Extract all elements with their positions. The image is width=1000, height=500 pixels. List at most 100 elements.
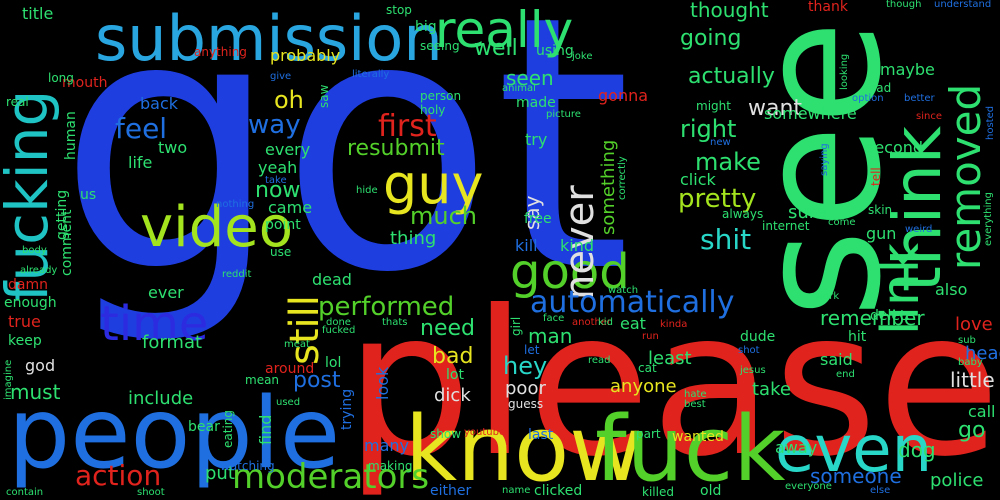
word: bear: [188, 419, 220, 435]
word: correctly: [617, 156, 628, 200]
word: first: [378, 109, 437, 144]
word: pretty: [678, 184, 757, 214]
word: might: [696, 99, 731, 113]
word: nothing: [216, 199, 255, 210]
word: god: [25, 356, 56, 375]
word: come: [828, 217, 856, 228]
word: hate: [684, 389, 707, 400]
word: done: [326, 317, 351, 328]
word: someone: [810, 464, 902, 488]
word: delete: [870, 308, 915, 324]
word: seen: [506, 66, 554, 90]
word: second: [866, 138, 924, 157]
word: youtube: [464, 427, 506, 438]
word: least: [648, 348, 692, 369]
word: shoot: [137, 487, 165, 498]
word: bad: [432, 344, 474, 369]
word: dog: [898, 438, 936, 462]
word: need: [420, 316, 475, 341]
word: else: [870, 485, 891, 496]
word: true: [8, 312, 41, 331]
word: made: [516, 95, 556, 111]
word: thought: [690, 0, 769, 22]
word: little: [950, 368, 995, 392]
word: two: [158, 138, 188, 157]
word: take: [752, 379, 791, 400]
word: kinda: [660, 319, 688, 330]
word: every: [265, 140, 311, 159]
word: click: [680, 170, 716, 189]
word: damn: [8, 277, 48, 293]
word: face: [543, 313, 565, 324]
word: much: [410, 202, 477, 230]
word: ever: [148, 283, 184, 302]
word: lol: [325, 355, 342, 371]
word: already: [20, 265, 58, 276]
word: feel: [115, 112, 168, 145]
word: joke: [572, 51, 593, 62]
word: though: [886, 0, 922, 10]
word: show: [430, 427, 462, 441]
word: give: [270, 71, 292, 82]
word: eating: [221, 410, 235, 448]
word: understand: [934, 0, 992, 10]
word: eat: [620, 314, 646, 333]
word: police: [930, 470, 984, 491]
word: really: [435, 1, 574, 59]
word: literally: [352, 69, 390, 80]
word: back: [140, 94, 179, 113]
word: right: [680, 115, 737, 143]
word: guess: [508, 397, 544, 411]
word: skin: [868, 203, 893, 217]
word: thing: [390, 228, 437, 249]
word: making: [368, 459, 413, 473]
word: good: [510, 244, 630, 300]
word: looking: [839, 53, 850, 90]
word: put: [205, 463, 235, 484]
word: away: [775, 438, 818, 457]
word: kill: [515, 236, 538, 255]
word: since: [916, 111, 942, 122]
word: mouth: [62, 75, 108, 91]
word: everything: [983, 192, 994, 246]
word: big: [415, 19, 437, 35]
word: life: [128, 153, 153, 172]
word: find: [256, 414, 275, 445]
word: kind: [560, 236, 595, 255]
word: sure: [788, 202, 827, 223]
word: new: [710, 137, 731, 148]
word: take: [265, 175, 287, 186]
word: thats: [382, 317, 408, 328]
word: try: [525, 130, 548, 149]
word: man: [528, 324, 573, 348]
word: around: [265, 361, 315, 377]
word: dick: [434, 385, 471, 406]
word: best: [684, 399, 706, 410]
word: poor: [505, 378, 546, 399]
word: free: [524, 211, 552, 227]
word: resubmit: [347, 136, 445, 161]
word: time: [100, 296, 209, 352]
word: hide: [356, 185, 378, 196]
word: sad: [870, 81, 892, 95]
word: must: [10, 380, 61, 404]
word: many: [364, 436, 409, 455]
word: getting: [54, 189, 70, 240]
word: old: [700, 483, 722, 499]
word: came: [268, 198, 313, 217]
word: somewhere: [764, 104, 857, 123]
word: human: [63, 111, 79, 160]
word: remember: [820, 306, 925, 330]
word: hit: [848, 329, 867, 345]
word: also: [935, 280, 968, 299]
word: animal: [502, 83, 536, 94]
word: title: [22, 4, 54, 23]
word: want: [748, 96, 803, 121]
word: keep: [8, 333, 42, 349]
word: meat: [284, 339, 310, 350]
word: real: [6, 95, 29, 109]
word: shit: [700, 223, 752, 256]
word: yeah: [258, 158, 298, 177]
word: kid: [598, 317, 613, 328]
word: jesus: [740, 365, 766, 376]
